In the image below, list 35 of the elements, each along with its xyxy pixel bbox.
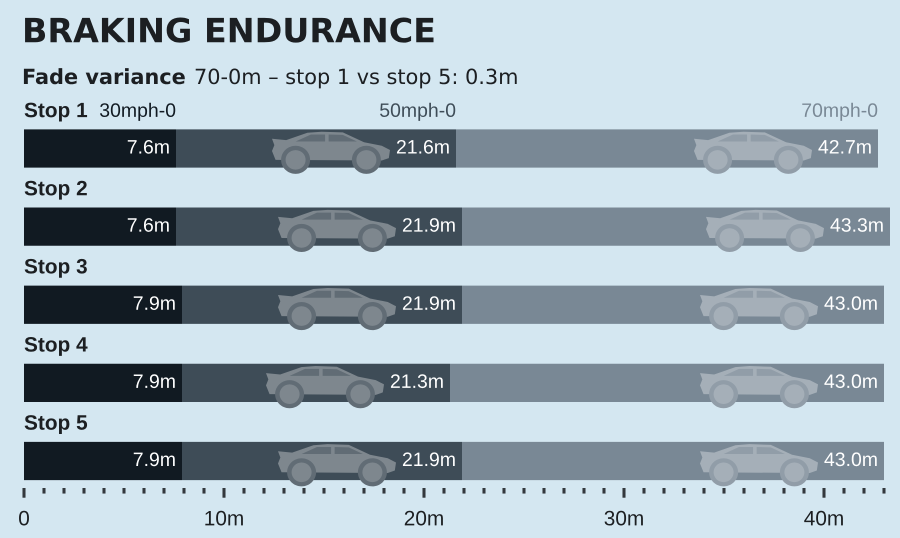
annotation: 21.9m: [402, 452, 455, 466]
x-tick-label: 40m: [804, 510, 843, 526]
series-label: 50mph-0: [380, 102, 456, 121]
chart-subtitle: Fade variance 70-0m – stop 1 vs stop 5: 0.3m: [24, 68, 517, 88]
bar: [24, 286, 182, 324]
annotation: 21.9m: [402, 218, 455, 232]
annotation: 43.3m: [830, 218, 883, 232]
annotation: 21.9m: [402, 296, 455, 310]
data-label: 7.6m: [128, 140, 169, 154]
annotation: 21.6m: [396, 140, 449, 154]
annotation: 42.7m: [818, 140, 871, 154]
y-tick-label: Stop 3: [24, 258, 87, 278]
data-label: 7.6m: [128, 218, 169, 232]
data-label: 7.9m: [134, 452, 175, 466]
data-label: 7.9m: [134, 296, 175, 310]
y-tick-label: Stop 2: [24, 180, 87, 200]
series-label: 70mph-0: [802, 102, 878, 121]
x-tick-label: 0: [19, 510, 29, 526]
y-tick-label: Stop 4: [24, 336, 88, 356]
y-tick-label: Stop 1: [24, 102, 88, 122]
annotation: 43.0m: [824, 296, 877, 310]
annotation: 43.0m: [824, 374, 877, 388]
bar: [24, 442, 182, 480]
bar: [24, 364, 182, 402]
annotation: 43.0m: [824, 452, 877, 466]
series-label: 30mph-0: [100, 102, 176, 121]
annotation: 21.3m: [390, 374, 443, 388]
x-tick-label: 30m: [604, 510, 643, 526]
x-tick-label: 20m: [404, 510, 443, 526]
bar: [24, 207, 176, 246]
y-tick-label: Stop 5: [24, 415, 88, 434]
data-label: 7.9m: [134, 374, 175, 388]
chart-title: BRAKING ENDURANCE: [25, 17, 434, 43]
x-tick-label: 10m: [205, 510, 243, 526]
bar: [24, 129, 176, 168]
